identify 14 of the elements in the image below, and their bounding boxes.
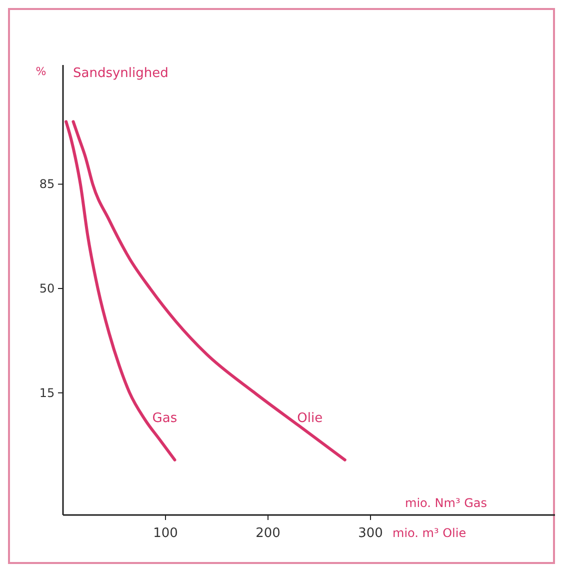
annotation: mio. Nm³ Gas — [405, 496, 487, 510]
y-tick-label: 15 — [39, 386, 55, 400]
x-tick-label: 300 — [358, 526, 383, 541]
y-axis-title: % — [36, 65, 46, 78]
line-series — [64, 120, 176, 462]
line-series — [72, 120, 346, 462]
series-label: Gas — [152, 410, 178, 426]
x-tick-label: 200 — [256, 526, 280, 541]
x-tick-label: 100 — [153, 526, 178, 541]
chart-title: Sandsynlighed — [73, 66, 168, 81]
y-tick-label: 50 — [39, 282, 55, 296]
x-axis-title: mio. m³ Olie — [392, 526, 466, 540]
y-tick-label: 85 — [39, 177, 55, 192]
series-label: Olie — [297, 410, 323, 426]
